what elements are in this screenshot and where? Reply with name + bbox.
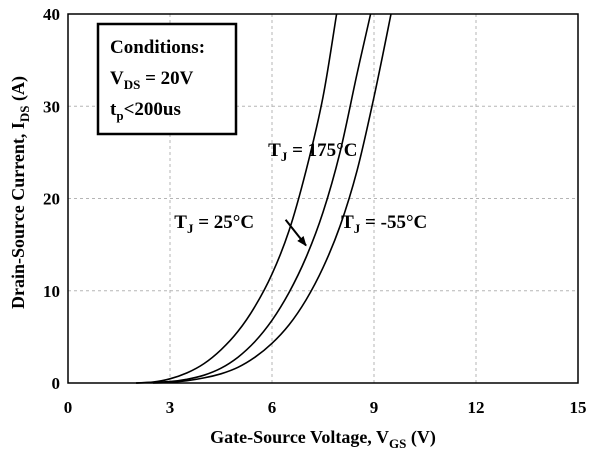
x-tick-label: 12 <box>468 398 485 417</box>
y-tick-label: 40 <box>43 5 60 24</box>
curve-label-1: TJ = 25°C <box>174 212 254 236</box>
curve-label-2: TJ = -55°C <box>341 212 427 236</box>
conditions-box: Conditions: VDS = 20V tp<200us <box>96 22 238 136</box>
x-tick-label: 9 <box>370 398 379 417</box>
series-line-0 <box>135 13 338 384</box>
conditions-vds: VDS = 20V <box>110 68 194 92</box>
series-line-2 <box>152 13 392 384</box>
plot-frame <box>67 13 579 384</box>
y-axis-title: Drain-Source Current, IDS (A) <box>8 76 32 309</box>
tick-labels: 0 3 6 9 12 15 0 10 20 30 40 <box>43 5 587 417</box>
y-tick-label: 10 <box>43 282 60 301</box>
conditions-frame <box>96 22 238 136</box>
x-tick-label: 3 <box>166 398 175 417</box>
x-tick-label: 15 <box>570 398 587 417</box>
curve-label-0: TJ = 175°C <box>268 140 357 164</box>
x-tick-label: 6 <box>268 398 277 417</box>
conditions-tp: tp<200us <box>110 99 181 123</box>
annotation-arrow <box>284 219 307 247</box>
curve-annotations: TJ = 175°C TJ = 25°C TJ = -55°C <box>174 140 427 236</box>
y-tick-label: 30 <box>43 97 60 116</box>
y-tick-label: 20 <box>43 190 60 209</box>
y-tick-label: 0 <box>52 374 61 393</box>
x-tick-label: 0 <box>64 398 73 417</box>
series-line-1 <box>135 13 372 384</box>
conditions-title: Conditions: <box>110 37 205 58</box>
curves <box>135 13 392 384</box>
x-axis-title: Gate-Source Voltage, VGS (V) <box>210 427 436 451</box>
